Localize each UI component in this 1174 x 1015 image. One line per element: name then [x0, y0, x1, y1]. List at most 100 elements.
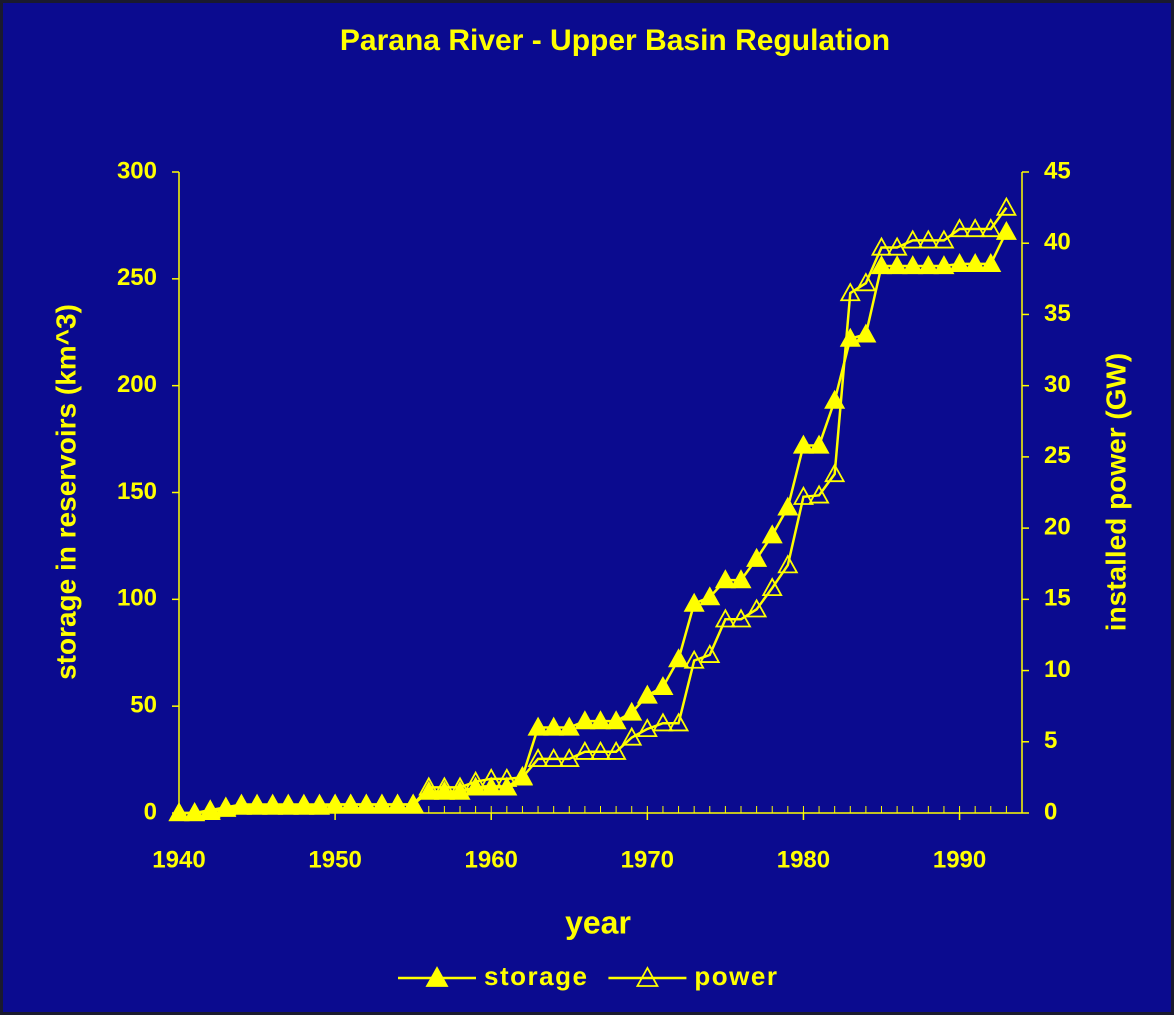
point-marker — [496, 767, 518, 787]
point-marker — [792, 485, 814, 505]
point-marker — [168, 802, 190, 822]
point-marker — [980, 253, 1002, 272]
point-marker — [277, 793, 299, 813]
point-marker — [777, 496, 799, 516]
point-marker — [683, 649, 705, 669]
point-marker — [824, 389, 846, 409]
point-marker — [215, 796, 237, 816]
point-marker — [949, 218, 971, 238]
y2-tick-label: 20 — [1044, 513, 1071, 540]
point-marker — [652, 676, 674, 696]
point-marker — [777, 554, 799, 574]
point-marker — [824, 463, 846, 483]
point-marker — [652, 712, 674, 732]
point-marker — [714, 569, 736, 589]
x-tick-label: 1940 — [152, 846, 205, 873]
point-marker — [558, 716, 580, 736]
point-marker — [465, 776, 487, 796]
point-marker — [230, 793, 252, 813]
point-marker — [605, 740, 627, 760]
point-marker — [730, 569, 752, 589]
point-marker — [636, 718, 658, 738]
point-marker — [668, 712, 690, 732]
point-marker — [527, 716, 549, 736]
y2-tick-label: 15 — [1044, 585, 1071, 612]
x-tick-label: 1950 — [308, 846, 361, 873]
y-tick-label: 150 — [117, 478, 157, 505]
y2-tick-label: 35 — [1044, 300, 1071, 327]
point-marker — [964, 218, 986, 238]
point-marker — [589, 710, 612, 730]
point-marker — [917, 255, 939, 275]
point-marker — [605, 710, 627, 730]
y-axis-label: storage in reservoirs (km^3) — [50, 304, 81, 680]
point-marker — [262, 793, 284, 813]
point-marker — [792, 434, 814, 454]
y-tick-label: 250 — [117, 264, 157, 291]
point-marker — [636, 684, 658, 704]
y2-tick-label: 30 — [1044, 371, 1071, 398]
y-tick-label: 100 — [117, 585, 157, 612]
point-marker — [730, 608, 752, 628]
point-marker — [621, 701, 643, 721]
point-marker — [808, 434, 830, 454]
legend-marker — [425, 966, 449, 987]
point-marker — [558, 748, 580, 767]
y-tick-label: 200 — [117, 371, 157, 398]
y2-axis-label: installed power (GW) — [1100, 353, 1131, 631]
point-marker — [668, 648, 690, 668]
y2-tick-label: 0 — [1044, 798, 1057, 825]
y2-tick-label: 10 — [1044, 656, 1071, 683]
point-marker — [714, 608, 736, 628]
point-marker — [308, 793, 331, 813]
x-tick-label: 1960 — [465, 846, 518, 873]
point-marker — [511, 766, 533, 786]
point-marker — [699, 586, 721, 606]
y2-tick-label: 45 — [1044, 157, 1071, 184]
legend-label: power — [694, 961, 778, 991]
point-marker — [870, 236, 893, 256]
point-marker — [902, 255, 924, 275]
x-tick-label: 1970 — [621, 846, 674, 873]
background — [3, 3, 1171, 1012]
point-marker — [543, 716, 565, 736]
point-marker — [340, 793, 362, 813]
legend-marker — [635, 966, 659, 987]
point-marker — [933, 255, 955, 275]
y2-tick-label: 5 — [1044, 727, 1057, 754]
point-marker — [621, 726, 643, 746]
point-marker — [746, 598, 768, 618]
point-marker — [371, 793, 393, 813]
point-marker — [324, 793, 346, 813]
point-marker — [964, 253, 986, 272]
point-marker — [870, 255, 893, 275]
point-marker — [902, 229, 924, 249]
point-marker — [917, 229, 939, 249]
point-marker — [527, 748, 549, 767]
point-marker — [949, 253, 971, 272]
point-marker — [808, 484, 830, 504]
x-tick-label: 1980 — [777, 846, 830, 873]
point-marker — [184, 802, 206, 822]
point-marker — [995, 196, 1017, 216]
point-marker — [402, 793, 424, 813]
point-marker — [199, 799, 221, 819]
legend-label: storage — [484, 961, 588, 991]
point-marker — [418, 776, 440, 796]
point-marker — [933, 229, 955, 249]
y-tick-label: 300 — [117, 157, 157, 184]
point-marker — [465, 770, 487, 790]
point-marker — [855, 323, 877, 343]
point-marker — [293, 793, 315, 813]
point-marker — [761, 577, 783, 597]
point-marker — [699, 644, 721, 663]
x-tick-label: 1990 — [933, 846, 986, 873]
point-marker — [574, 710, 596, 730]
point-marker — [980, 218, 1002, 238]
y-tick-label: 50 — [130, 692, 157, 719]
point-marker — [995, 220, 1017, 240]
y2-tick-label: 40 — [1044, 229, 1071, 256]
point-marker — [355, 793, 377, 813]
point-marker — [839, 282, 861, 302]
point-marker — [387, 793, 409, 813]
